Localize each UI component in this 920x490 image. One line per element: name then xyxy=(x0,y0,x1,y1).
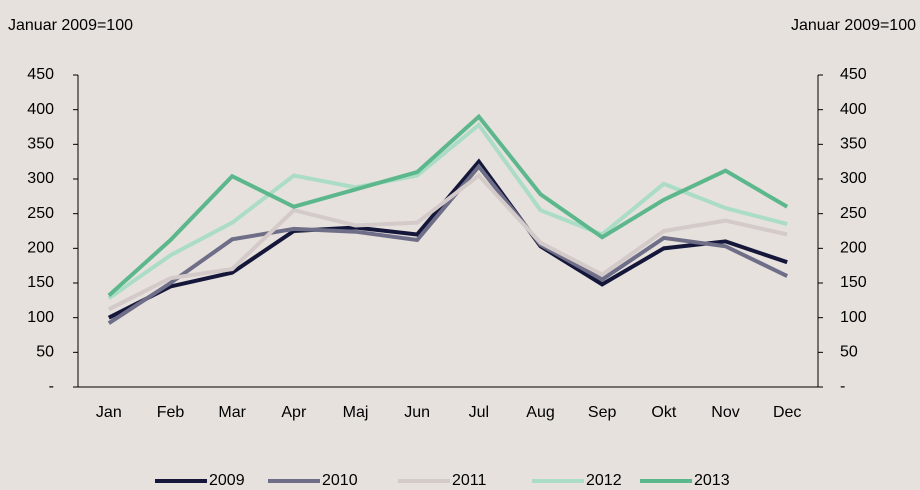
y-tick-label: 150 xyxy=(27,274,54,291)
y-tick-label: 350 xyxy=(27,136,54,153)
y2-axis-label: Januar 2009=100 xyxy=(791,17,916,34)
y-tick-label: 400 xyxy=(27,101,54,118)
legend-label: 2010 xyxy=(322,472,358,489)
y-tick-label: 100 xyxy=(27,309,54,326)
x-tick-label: Apr xyxy=(281,404,307,421)
x-tick-label: Dec xyxy=(773,404,801,421)
x-tick-label: Jul xyxy=(469,404,489,421)
y-tick-label: - xyxy=(49,378,54,395)
x-tick-label: Sep xyxy=(588,404,617,421)
x-tick-label: Okt xyxy=(651,404,676,421)
y2-tick-label: 100 xyxy=(840,309,867,326)
x-tick-label: Jun xyxy=(404,404,430,421)
legend-label: 2013 xyxy=(694,472,730,489)
y-tick-label: 50 xyxy=(36,344,54,361)
y2-tick-label: 300 xyxy=(840,170,867,187)
y-tick-label: 200 xyxy=(27,240,54,257)
x-tick-label: Feb xyxy=(157,404,185,421)
y2-tick-label: 200 xyxy=(840,240,867,257)
y2-tick-label: 50 xyxy=(840,344,858,361)
line-series xyxy=(107,122,788,300)
line-series xyxy=(107,172,788,312)
y2-tick-label: 400 xyxy=(840,101,867,118)
line-series xyxy=(107,163,789,325)
y-axis-label: Januar 2009=100 xyxy=(8,17,133,34)
x-tick-label: Jan xyxy=(96,404,122,421)
x-tick-label: Aug xyxy=(526,404,554,421)
y-tick-label: 450 xyxy=(27,66,54,83)
legend-label: 2011 xyxy=(452,472,487,489)
line-series xyxy=(107,113,789,297)
y-tick-label: 300 xyxy=(27,170,54,187)
y2-tick-label: 350 xyxy=(840,136,867,153)
y2-tick-label: 250 xyxy=(840,205,867,222)
y2-tick-label: 450 xyxy=(840,66,867,83)
x-tick-label: Nov xyxy=(711,404,739,421)
legend-label: 2009 xyxy=(209,472,245,489)
x-tick-label: Maj xyxy=(343,404,369,421)
y2-tick-label: 150 xyxy=(840,274,867,291)
x-tick-label: Mar xyxy=(218,404,246,421)
legend-label: 2012 xyxy=(586,472,622,489)
y2-tick-label: - xyxy=(840,378,845,395)
y-tick-label: 250 xyxy=(27,205,54,222)
